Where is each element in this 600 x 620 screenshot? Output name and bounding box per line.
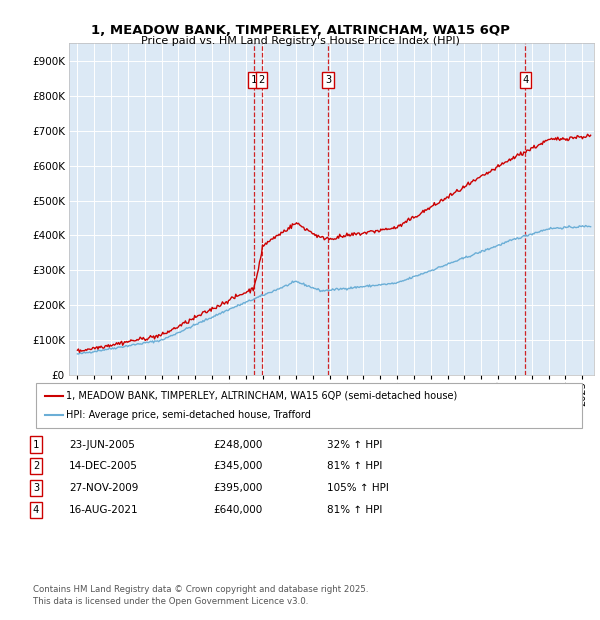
- Text: HPI: Average price, semi-detached house, Trafford: HPI: Average price, semi-detached house,…: [66, 410, 311, 420]
- Text: 1: 1: [33, 440, 39, 450]
- Text: 4: 4: [33, 505, 39, 515]
- Text: 16-AUG-2021: 16-AUG-2021: [69, 505, 139, 515]
- Text: 1, MEADOW BANK, TIMPERLEY, ALTRINCHAM, WA15 6QP: 1, MEADOW BANK, TIMPERLEY, ALTRINCHAM, W…: [91, 24, 509, 37]
- Text: 3: 3: [33, 483, 39, 493]
- Text: 2: 2: [33, 461, 39, 471]
- Text: £640,000: £640,000: [213, 505, 262, 515]
- Text: 105% ↑ HPI: 105% ↑ HPI: [327, 483, 389, 493]
- Text: 14-DEC-2005: 14-DEC-2005: [69, 461, 138, 471]
- Text: Contains HM Land Registry data © Crown copyright and database right 2025.
This d: Contains HM Land Registry data © Crown c…: [33, 585, 368, 606]
- Text: 81% ↑ HPI: 81% ↑ HPI: [327, 461, 382, 471]
- Text: 23-JUN-2005: 23-JUN-2005: [69, 440, 135, 450]
- Text: 3: 3: [325, 75, 331, 85]
- Text: 1, MEADOW BANK, TIMPERLEY, ALTRINCHAM, WA15 6QP (semi-detached house): 1, MEADOW BANK, TIMPERLEY, ALTRINCHAM, W…: [66, 391, 457, 401]
- Text: 81% ↑ HPI: 81% ↑ HPI: [327, 505, 382, 515]
- Text: £248,000: £248,000: [213, 440, 262, 450]
- Text: 2: 2: [259, 75, 265, 85]
- Text: 27-NOV-2009: 27-NOV-2009: [69, 483, 139, 493]
- Text: £345,000: £345,000: [213, 461, 262, 471]
- Text: Price paid vs. HM Land Registry's House Price Index (HPI): Price paid vs. HM Land Registry's House …: [140, 36, 460, 46]
- Text: 32% ↑ HPI: 32% ↑ HPI: [327, 440, 382, 450]
- Text: 1: 1: [250, 75, 257, 85]
- Text: £395,000: £395,000: [213, 483, 262, 493]
- Text: 4: 4: [522, 75, 529, 85]
